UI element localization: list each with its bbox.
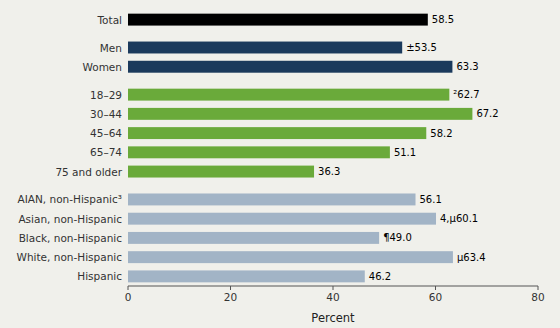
category-label: Women [82, 61, 122, 73]
data-label: µ63.4 [457, 252, 486, 263]
data-label: ¶49.0 [383, 232, 412, 243]
category-label: 75 and older [55, 166, 122, 178]
data-label: 46.2 [369, 271, 391, 282]
bar [128, 89, 449, 101]
bar [128, 108, 472, 120]
tick-label: 20 [224, 291, 237, 303]
tick [538, 286, 539, 290]
category-label: White, non-Hispanic [17, 251, 123, 263]
x-axis-title: Percent [311, 311, 355, 325]
tick-label: 80 [531, 291, 544, 303]
category-label: 65–74 [90, 146, 122, 158]
bar [128, 127, 426, 139]
bar [128, 213, 436, 225]
chart: 46.2 µ63.4 ¶49.0 4,µ60.1 56.1 36.3 51.1 58.2 67.… [0, 0, 560, 328]
data-label: 36.3 [318, 166, 340, 177]
data-labels: 46.2 µ63.4 ¶49.0 4,µ60.1 56.1 36.3 51.1 58.2 67.… [318, 14, 499, 282]
tick [435, 286, 436, 290]
bar [128, 193, 416, 205]
bar [128, 14, 428, 26]
category-label: 18–29 [90, 89, 122, 101]
data-label: 58.5 [432, 14, 454, 25]
page: {"chart_data": {"type": "bar", "orientat… [0, 0, 560, 328]
tick-label: 60 [429, 291, 442, 303]
data-label: 67.2 [476, 108, 498, 119]
data-label: 51.1 [394, 147, 416, 158]
bar [128, 146, 390, 158]
bar [128, 61, 452, 73]
data-label: 58.2 [430, 128, 452, 139]
data-label: ±53.5 [406, 42, 437, 53]
data-label: 56.1 [420, 194, 442, 205]
tick-label: 0 [125, 291, 132, 303]
category-label: Hispanic [77, 270, 122, 282]
data-label: ²62.7 [453, 89, 479, 100]
bar [128, 166, 314, 178]
bar [128, 270, 365, 282]
data-label: 4,µ60.1 [440, 213, 478, 224]
bar [128, 232, 379, 244]
tick [333, 286, 334, 290]
tick-label: 40 [326, 291, 339, 303]
category-label: Black, non-Hispanic [19, 232, 123, 244]
category-label: Men [100, 42, 122, 54]
category-label: Total [96, 14, 122, 26]
category-label: 45–64 [90, 127, 122, 139]
data-label: 63.3 [456, 61, 478, 72]
bar [128, 251, 453, 263]
category-label: 30–44 [90, 108, 122, 120]
tick [128, 286, 129, 290]
y-axis: Hispanic White, non-Hispanic Black, non-Hi… [17, 14, 123, 283]
category-label: AIAN, non-Hispanic³ [18, 193, 122, 205]
bar [128, 42, 402, 54]
category-label: Asian, non-Hispanic [18, 213, 122, 225]
x-axis: 0 20 40 60 80 [125, 286, 545, 303]
background [0, 0, 560, 328]
bars [128, 14, 472, 283]
tick [230, 286, 231, 290]
